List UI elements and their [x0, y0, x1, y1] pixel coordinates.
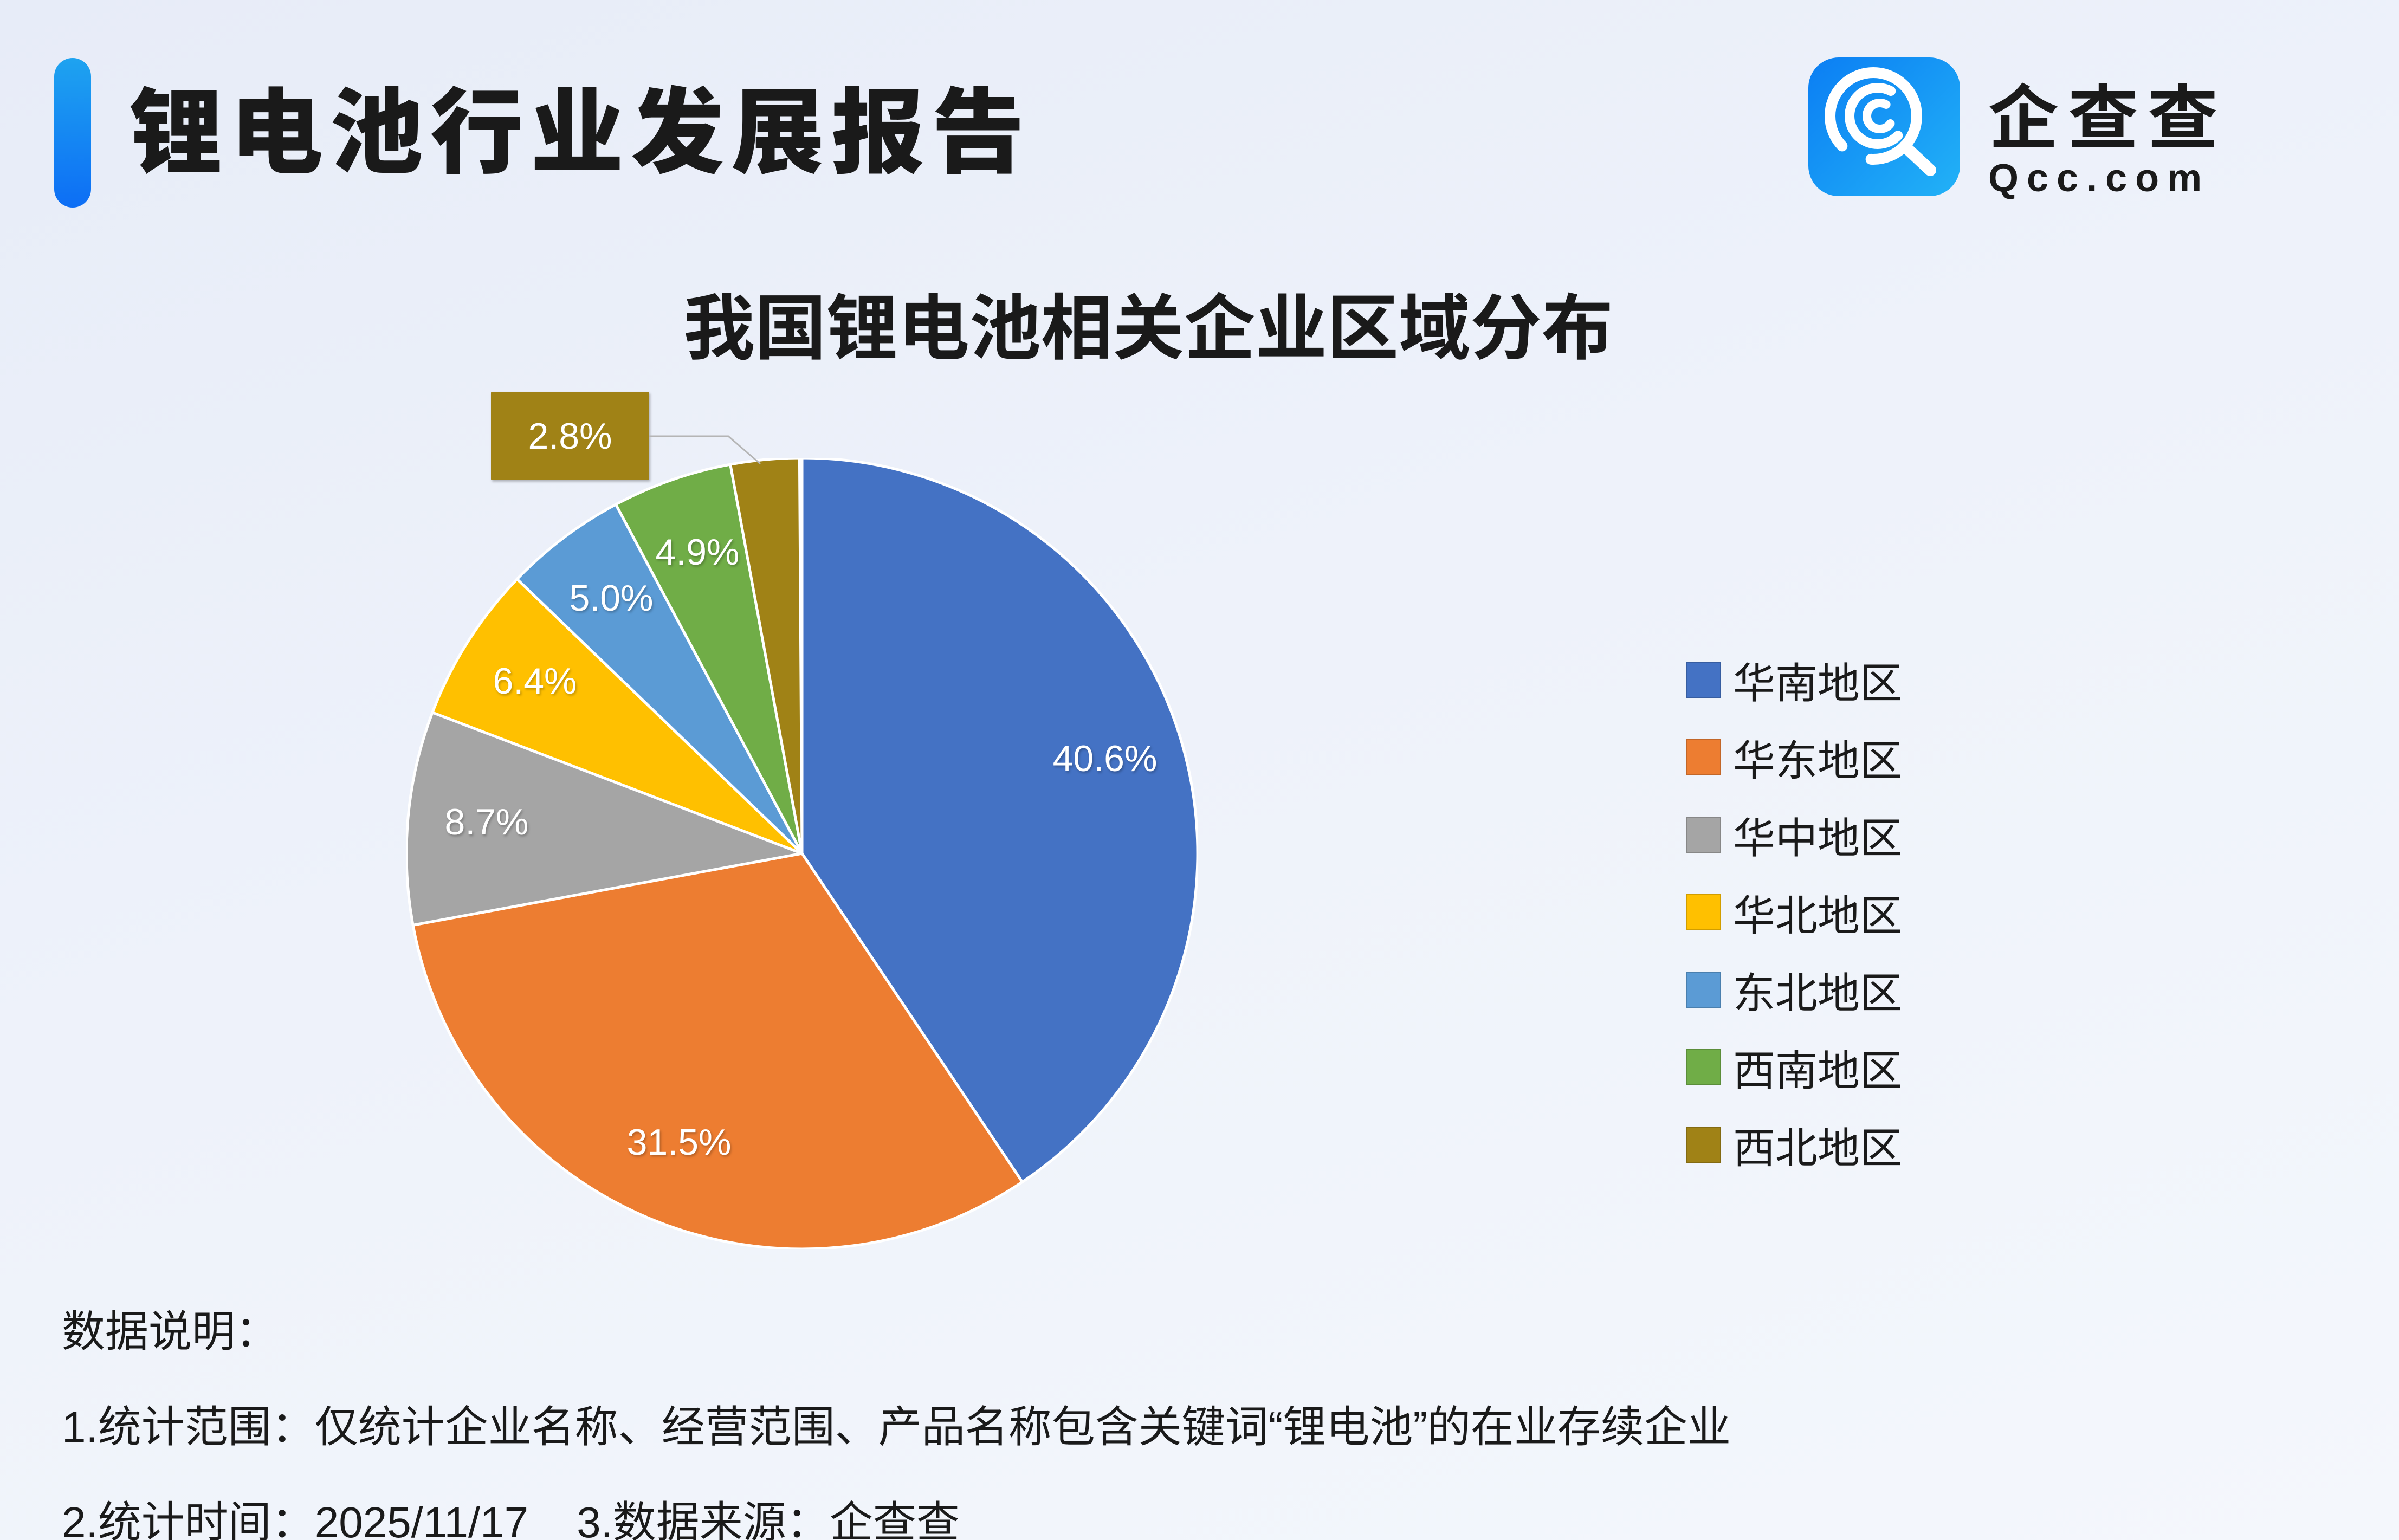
svg-text:5.0%: 5.0% [570, 578, 654, 619]
svg-text:4.9%: 4.9% [656, 532, 740, 573]
svg-text:40.6%: 40.6% [1053, 738, 1158, 779]
svg-text:31.5%: 31.5% [627, 1122, 732, 1163]
svg-text:8.7%: 8.7% [445, 801, 529, 843]
svg-text:6.4%: 6.4% [493, 661, 577, 702]
